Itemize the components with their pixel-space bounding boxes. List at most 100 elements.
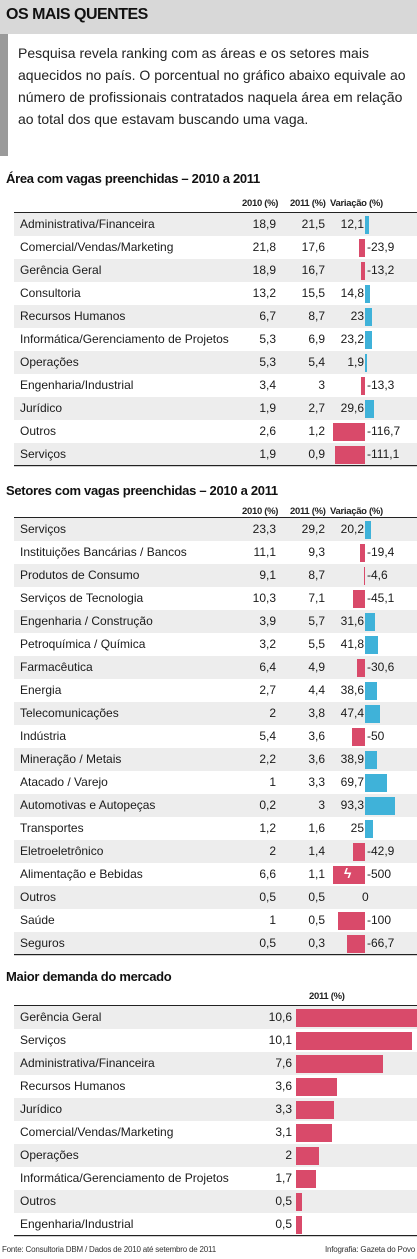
table-bottom-rule (14, 465, 417, 466)
value-2010: 2 (269, 706, 276, 720)
table-row (14, 794, 417, 817)
row-rule (14, 632, 417, 633)
row-label: Petroquímica / Química (20, 637, 146, 651)
row-rule (14, 839, 417, 840)
value-2011: 0,9 (308, 447, 325, 461)
row-label: Gerência Geral (20, 263, 102, 277)
variation-value: 23,2 (340, 332, 364, 346)
variation-bar (363, 567, 365, 585)
row-label: Instituições Bancárias / Bancos (20, 545, 187, 559)
demand-value: 2 (285, 1148, 292, 1162)
demand-value: 3,3 (275, 1102, 292, 1116)
value-2010: 5,3 (259, 332, 276, 346)
value-2010: 1,9 (259, 447, 276, 461)
demand-value: 1,7 (275, 1171, 292, 1185)
value-2011: 15,5 (301, 286, 325, 300)
demand-value: 3,6 (275, 1079, 292, 1093)
demand-bar (296, 1101, 334, 1119)
value-2011: 17,6 (301, 240, 325, 254)
value-2011: 16,7 (301, 263, 325, 277)
table-row (14, 610, 417, 633)
demand-value: 0,5 (275, 1217, 292, 1231)
variation-bar (365, 613, 376, 631)
variation-value: -13,3 (367, 378, 395, 392)
value-2010: 18,9 (252, 263, 276, 277)
demand-value: 10,6 (268, 1010, 292, 1024)
row-label: Indústria (20, 729, 67, 743)
table-row (14, 351, 417, 374)
variation-value: 31,6 (340, 614, 364, 628)
value-2011: 5,7 (308, 614, 325, 628)
variation-bar (365, 308, 373, 326)
row-label: Outros (20, 1194, 57, 1208)
row-rule (14, 350, 417, 351)
table-row (14, 840, 417, 863)
value-2011: 8,7 (308, 309, 325, 323)
demand-bar (296, 1170, 316, 1188)
variation-value: 23 (350, 309, 364, 323)
row-rule (14, 1120, 417, 1121)
row-label: Seguros (20, 936, 65, 950)
row-label: Recursos Humanos (20, 309, 126, 323)
variation-value: 25 (350, 821, 364, 835)
variation-bar (365, 331, 373, 349)
variation-bar (365, 774, 388, 792)
demand-value: 0,5 (275, 1194, 292, 1208)
variation-value: -13,2 (367, 263, 395, 277)
variation-value: 0 (362, 890, 369, 904)
variation-bar (352, 590, 365, 608)
variation-value: -19,4 (367, 545, 395, 559)
row-label: Comercial/Vendas/Marketing (20, 1125, 174, 1139)
value-2011: 1,2 (308, 424, 325, 438)
table-row (14, 1098, 417, 1121)
variation-value: 14,8 (340, 286, 364, 300)
variation-bar (365, 354, 367, 372)
row-label: Atacado / Varejo (20, 775, 108, 789)
variation-value: -66,7 (367, 936, 395, 950)
variation-bar (365, 521, 372, 539)
variation-bar (365, 820, 373, 838)
row-rule (14, 655, 417, 656)
variation-bar (365, 285, 370, 303)
variation-bar (365, 216, 369, 234)
variation-value: 38,6 (340, 683, 364, 697)
table-row (14, 909, 417, 932)
value-2010: 3,2 (259, 637, 276, 651)
row-label: Serviços (20, 447, 67, 461)
table-row (14, 213, 417, 236)
table-row (14, 932, 417, 955)
value-2011: 0,5 (308, 913, 325, 927)
value-2011: 29,2 (301, 522, 325, 536)
row-rule (14, 793, 417, 794)
variation-value: -111,1 (367, 447, 400, 461)
variation-bar (338, 912, 365, 930)
footer-source: Fonte: Consultoria DBM / Dados de 2010 a… (2, 1245, 216, 1254)
variation-bar (346, 935, 365, 953)
row-rule (14, 1097, 417, 1098)
table-row (14, 236, 417, 259)
variation-bar (351, 728, 365, 746)
value-2010: 0,2 (259, 798, 276, 812)
variation-value: 41,8 (340, 637, 364, 651)
value-2010: 1 (269, 913, 276, 927)
table-row (14, 863, 417, 886)
value-2011: 3 (318, 798, 325, 812)
table-row (14, 1167, 417, 1190)
value-2010: 3,4 (259, 378, 276, 392)
variation-bar (365, 705, 381, 723)
variation-value: -42,9 (367, 844, 395, 858)
page-title: OS MAIS QUENTES (6, 6, 148, 23)
col-2010-header: 2010 (%) (242, 198, 279, 209)
row-rule (14, 540, 417, 541)
row-label: Engenharia/Industrial (20, 1217, 134, 1231)
row-label: Automotivas e Autopeças (20, 798, 156, 812)
variation-value: -500 (367, 867, 392, 881)
table-row (14, 1213, 417, 1236)
value-2010: 10,3 (252, 591, 276, 605)
value-2010: 5,3 (259, 355, 276, 369)
header-bar (0, 0, 417, 34)
table-bottom-rule (14, 954, 417, 955)
row-rule (14, 235, 417, 236)
row-label: Telecomunicações (20, 706, 119, 720)
row-label: Administrativa/Financeira (20, 217, 155, 231)
